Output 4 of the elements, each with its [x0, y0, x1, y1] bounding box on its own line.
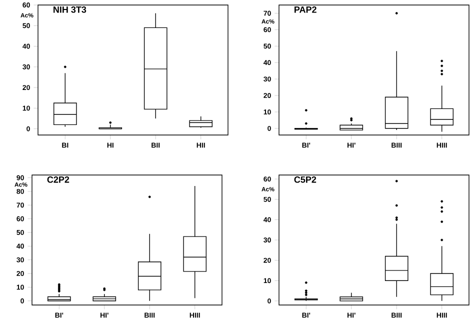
chart-title: PAP2 — [294, 6, 316, 13]
chart-title: C5P2 — [294, 176, 316, 183]
chart-title: C2P2 — [47, 176, 70, 183]
chart-title: NIH 3T3 — [54, 6, 86, 13]
